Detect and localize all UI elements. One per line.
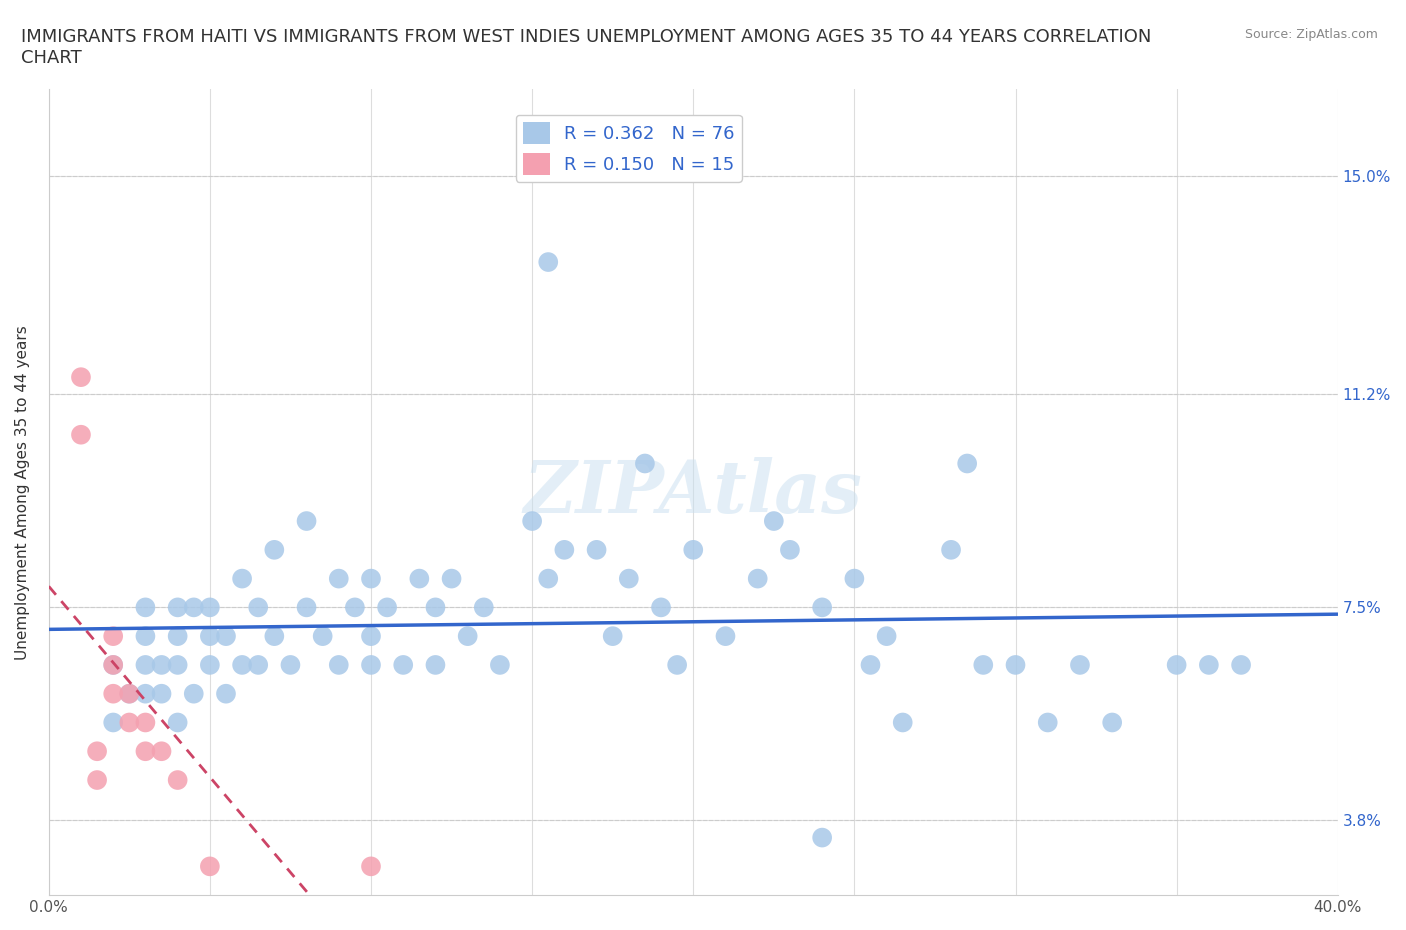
Point bbox=[520, 513, 543, 528]
Point bbox=[295, 600, 318, 615]
Point bbox=[360, 658, 382, 672]
Point bbox=[215, 629, 238, 644]
Point bbox=[602, 629, 624, 644]
Point bbox=[811, 600, 834, 615]
Point bbox=[537, 571, 560, 586]
Point bbox=[103, 658, 125, 672]
Point bbox=[118, 686, 141, 701]
Point bbox=[103, 686, 125, 701]
Point bbox=[408, 571, 430, 586]
Point bbox=[247, 658, 270, 672]
Point bbox=[150, 686, 173, 701]
Point bbox=[1101, 715, 1123, 730]
Point bbox=[634, 456, 657, 471]
Point bbox=[489, 658, 512, 672]
Point bbox=[553, 542, 575, 557]
Point bbox=[392, 658, 415, 672]
Point bbox=[86, 773, 108, 788]
Point bbox=[183, 600, 205, 615]
Point bbox=[440, 571, 463, 586]
Point bbox=[311, 629, 333, 644]
Point bbox=[472, 600, 495, 615]
Point bbox=[747, 571, 769, 586]
Legend: R = 0.362   N = 76, R = 0.150   N = 15: R = 0.362 N = 76, R = 0.150 N = 15 bbox=[516, 114, 742, 182]
Point bbox=[682, 542, 704, 557]
Point bbox=[198, 658, 221, 672]
Point bbox=[537, 255, 560, 270]
Text: IMMIGRANTS FROM HAITI VS IMMIGRANTS FROM WEST INDIES UNEMPLOYMENT AMONG AGES 35 : IMMIGRANTS FROM HAITI VS IMMIGRANTS FROM… bbox=[21, 28, 1152, 67]
Point bbox=[134, 629, 156, 644]
Point bbox=[166, 715, 188, 730]
Point bbox=[118, 715, 141, 730]
Point bbox=[585, 542, 607, 557]
Point bbox=[70, 370, 93, 385]
Point bbox=[150, 744, 173, 759]
Point bbox=[811, 830, 834, 845]
Point bbox=[134, 744, 156, 759]
Point bbox=[134, 715, 156, 730]
Point bbox=[150, 658, 173, 672]
Point bbox=[343, 600, 366, 615]
Point bbox=[1166, 658, 1188, 672]
Point bbox=[876, 629, 898, 644]
Point bbox=[263, 629, 285, 644]
Point bbox=[425, 658, 447, 672]
Point bbox=[1069, 658, 1091, 672]
Point bbox=[183, 686, 205, 701]
Point bbox=[972, 658, 994, 672]
Point bbox=[328, 658, 350, 672]
Point bbox=[295, 513, 318, 528]
Point bbox=[198, 600, 221, 615]
Point bbox=[103, 715, 125, 730]
Point bbox=[1036, 715, 1059, 730]
Point bbox=[118, 686, 141, 701]
Point bbox=[328, 571, 350, 586]
Point bbox=[425, 600, 447, 615]
Point bbox=[166, 658, 188, 672]
Point bbox=[1198, 658, 1220, 672]
Point bbox=[134, 600, 156, 615]
Point bbox=[650, 600, 672, 615]
Point bbox=[215, 686, 238, 701]
Point bbox=[360, 629, 382, 644]
Point bbox=[166, 629, 188, 644]
Point bbox=[360, 571, 382, 586]
Point bbox=[198, 859, 221, 874]
Point bbox=[70, 427, 93, 442]
Point bbox=[779, 542, 801, 557]
Point bbox=[375, 600, 398, 615]
Point bbox=[939, 542, 962, 557]
Point bbox=[134, 686, 156, 701]
Point bbox=[231, 658, 253, 672]
Point bbox=[457, 629, 479, 644]
Y-axis label: Unemployment Among Ages 35 to 44 years: Unemployment Among Ages 35 to 44 years bbox=[15, 325, 30, 659]
Point bbox=[86, 744, 108, 759]
Point bbox=[891, 715, 914, 730]
Point bbox=[762, 513, 785, 528]
Point bbox=[844, 571, 866, 586]
Point bbox=[247, 600, 270, 615]
Point bbox=[859, 658, 882, 672]
Point bbox=[1004, 658, 1026, 672]
Point bbox=[263, 542, 285, 557]
Point bbox=[198, 629, 221, 644]
Point bbox=[103, 658, 125, 672]
Point bbox=[714, 629, 737, 644]
Point bbox=[231, 571, 253, 586]
Point bbox=[103, 629, 125, 644]
Text: ZIPAtlas: ZIPAtlas bbox=[524, 457, 863, 527]
Point bbox=[134, 658, 156, 672]
Point bbox=[166, 600, 188, 615]
Point bbox=[956, 456, 979, 471]
Point bbox=[1230, 658, 1253, 672]
Point bbox=[280, 658, 302, 672]
Point bbox=[166, 773, 188, 788]
Point bbox=[360, 859, 382, 874]
Text: Source: ZipAtlas.com: Source: ZipAtlas.com bbox=[1244, 28, 1378, 41]
Point bbox=[617, 571, 640, 586]
Point bbox=[666, 658, 689, 672]
